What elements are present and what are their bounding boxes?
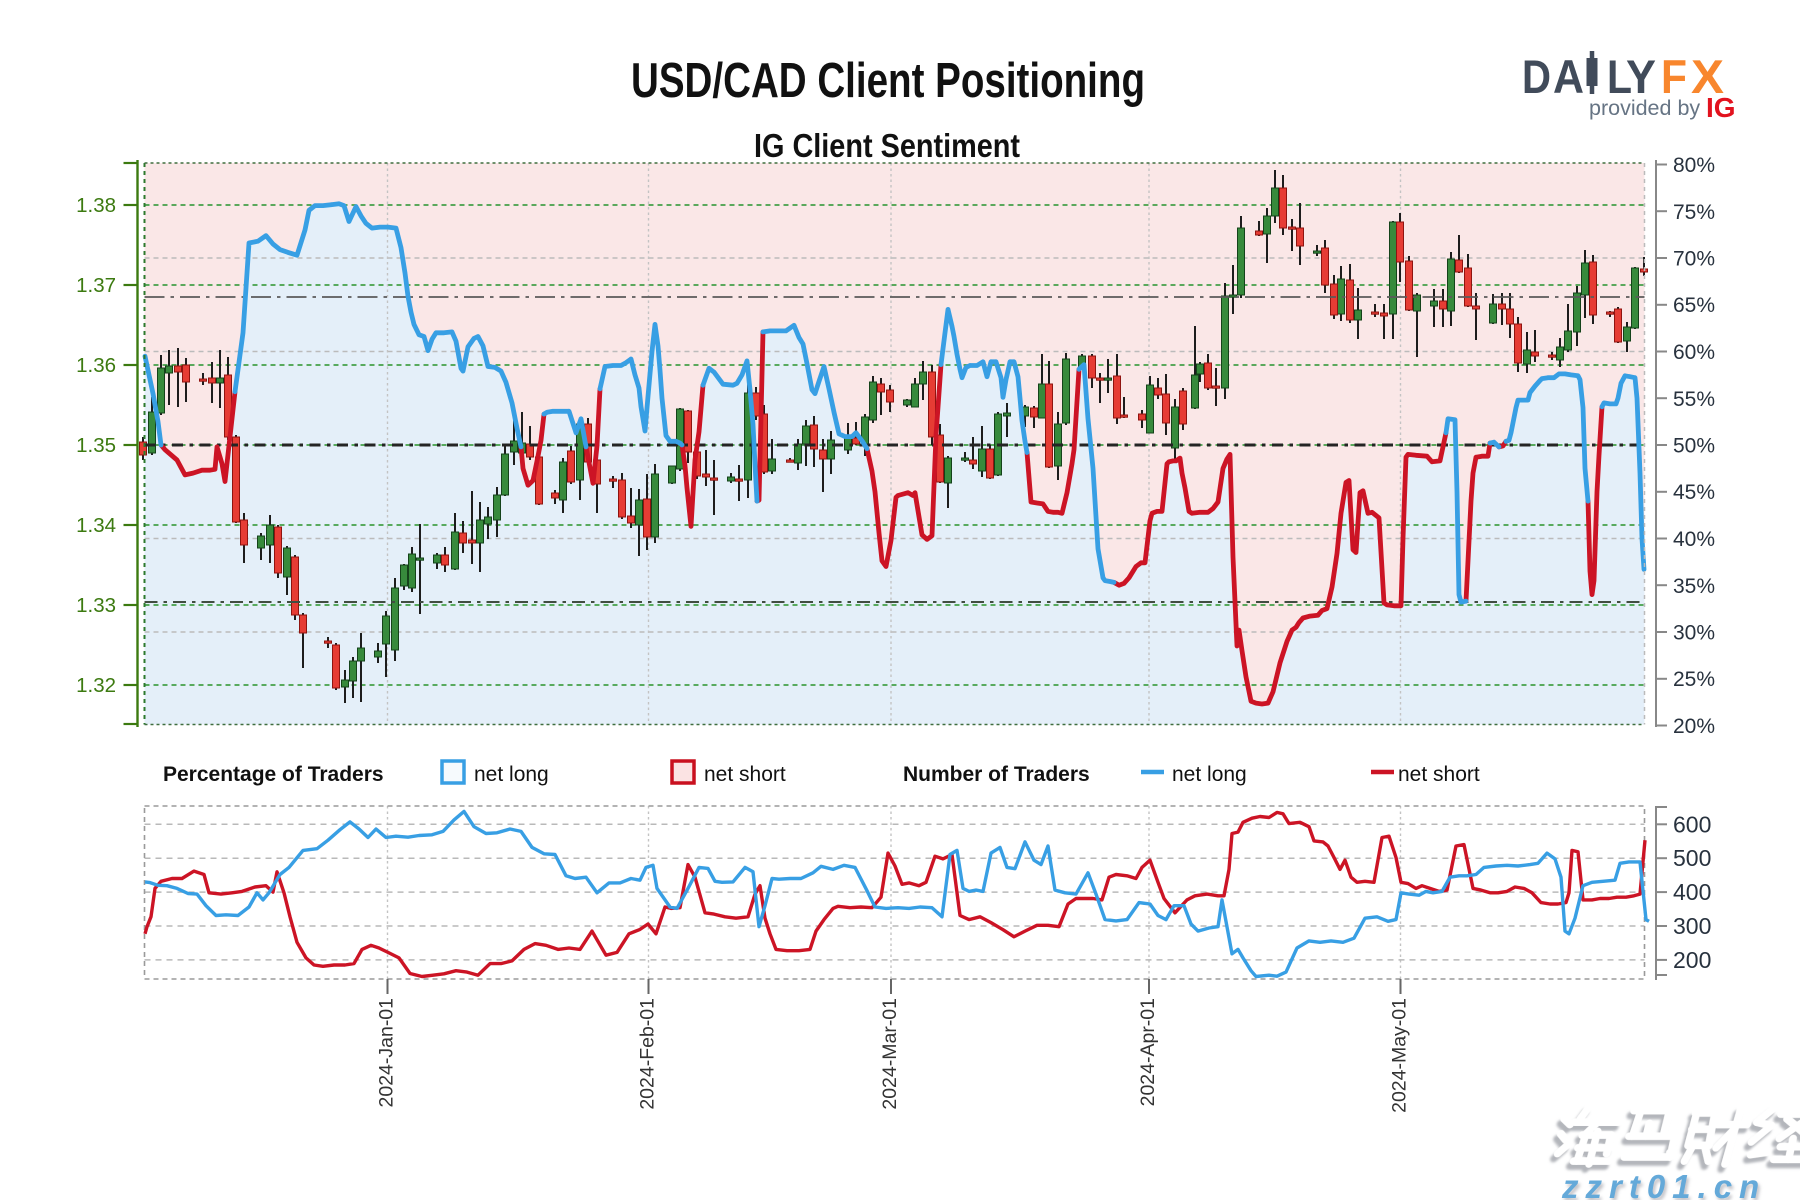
svg-text:20%: 20% [1673,715,1715,738]
svg-text:IG Client Sentiment: IG Client Sentiment [754,127,1020,164]
svg-text:1.32: 1.32 [76,674,116,697]
svg-text:45%: 45% [1673,481,1715,504]
svg-text:2024-Mar-01: 2024-Mar-01 [879,998,901,1110]
svg-text:1.34: 1.34 [76,514,116,537]
svg-text:50%: 50% [1673,435,1715,458]
svg-text:net long: net long [474,763,549,786]
svg-text:1.35: 1.35 [76,434,116,457]
svg-text:25%: 25% [1673,668,1715,691]
svg-text:Number of Traders: Number of Traders [903,763,1090,786]
svg-text:60%: 60% [1673,341,1715,364]
svg-text:D: D [1522,50,1551,103]
svg-text:2024-Jan-01: 2024-Jan-01 [376,998,398,1108]
svg-text:70%: 70% [1673,248,1715,271]
svg-text:35%: 35% [1673,575,1715,598]
svg-text:2024-May-01: 2024-May-01 [1389,998,1411,1113]
svg-text:2024-Feb-01: 2024-Feb-01 [637,998,659,1110]
svg-text:300: 300 [1673,913,1711,939]
svg-text:L: L [1607,50,1632,103]
svg-text:80%: 80% [1673,154,1715,177]
svg-text:1.33: 1.33 [76,594,116,617]
svg-text:F: F [1661,50,1687,103]
svg-text:200: 200 [1673,947,1711,973]
svg-text:net long: net long [1172,763,1247,786]
svg-text:net short: net short [704,763,786,786]
svg-text:1.38: 1.38 [76,194,116,217]
svg-text:65%: 65% [1673,294,1715,317]
svg-text:600: 600 [1673,811,1711,837]
svg-text:X: X [1691,50,1724,103]
svg-text:1.37: 1.37 [76,274,116,297]
svg-text:2024-Apr-01: 2024-Apr-01 [1137,998,1159,1106]
svg-text:75%: 75% [1673,201,1715,224]
svg-text:30%: 30% [1673,622,1715,645]
svg-text:USD/CAD Client Positioning: USD/CAD Client Positioning [631,54,1145,108]
svg-text:1.36: 1.36 [76,354,116,377]
svg-text:400: 400 [1673,879,1711,905]
svg-text:500: 500 [1673,845,1711,871]
svg-text:55%: 55% [1673,388,1715,411]
svg-text:40%: 40% [1673,528,1715,551]
svg-text:Y: Y [1626,50,1656,103]
svg-text:provided by: provided by [1589,96,1700,120]
svg-text:net short: net short [1398,763,1480,786]
svg-text:A: A [1553,50,1584,103]
svg-text:Percentage of Traders: Percentage of Traders [163,763,384,786]
svg-text:IG: IG [1706,92,1736,123]
